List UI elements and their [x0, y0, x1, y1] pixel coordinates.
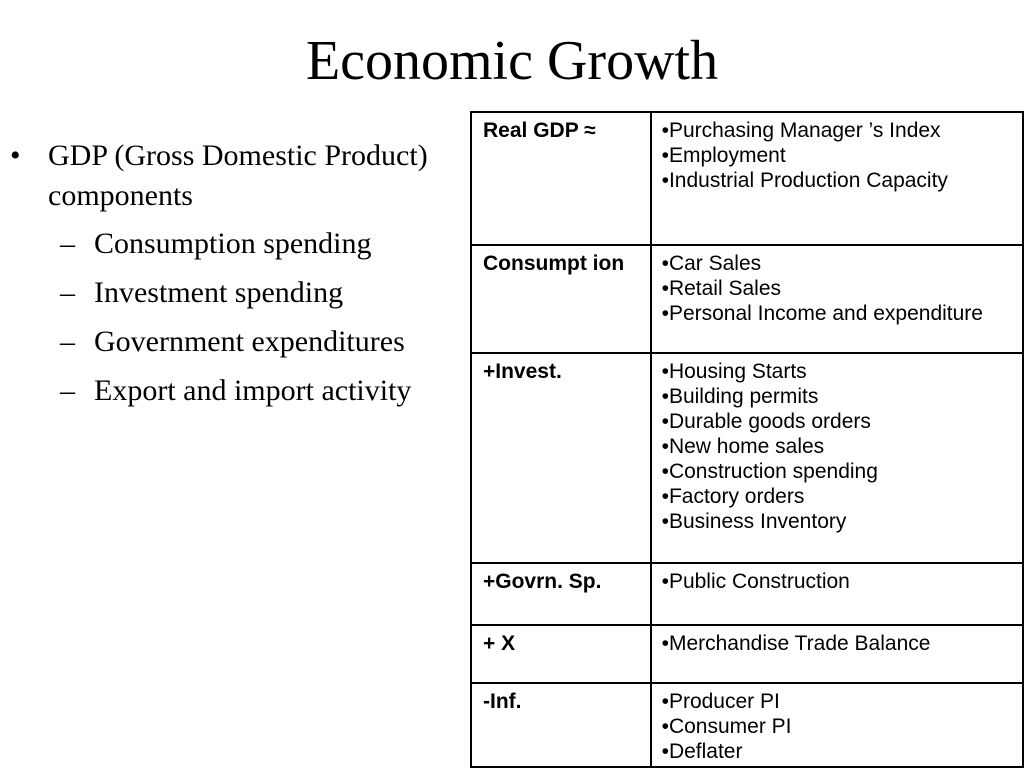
- indicator-item: •Housing Starts: [661, 360, 807, 383]
- indicator-item: •Public Construction: [661, 570, 850, 593]
- category-cell: -Inf.: [470, 682, 652, 768]
- indicator-item: •Deflater: [661, 740, 743, 763]
- indicator-item: •Durable goods orders: [661, 410, 871, 433]
- indicator-table: Real GDP ≈ •Purchasing Manager ’s Index …: [470, 111, 1024, 768]
- dash-marker: –: [60, 276, 75, 309]
- sub-bullet-export-import: – Export and import activity: [8, 371, 428, 411]
- sub-bullet-government: – Government expenditures: [8, 322, 428, 362]
- category-cell: Consumpt ion: [470, 244, 652, 354]
- indicator-cell: •Public Construction: [649, 562, 1024, 626]
- dash-marker: –: [60, 374, 75, 407]
- indicator-item: •New home sales: [661, 435, 825, 458]
- table-row: + X •Merchandise Trade Balance: [470, 624, 1024, 684]
- indicator-item: •Merchandise Trade Balance: [661, 632, 931, 655]
- table-row: Real GDP ≈ •Purchasing Manager ’s Index …: [470, 111, 1024, 246]
- indicator-item: •Car Sales: [661, 252, 762, 275]
- indicator-item: •Industrial Production Capacity: [661, 169, 948, 192]
- dash-marker: –: [60, 325, 75, 358]
- indicator-cell: •Producer PI •Consumer PI •Deflater: [649, 682, 1024, 768]
- bullet-list: • GDP (Gross Domestic Product) component…: [8, 136, 428, 420]
- sub-bullet-text: Consumption spending: [94, 227, 372, 260]
- indicator-item: •Factory orders: [661, 485, 805, 508]
- sub-bullet-investment: – Investment spending: [8, 273, 428, 313]
- dash-marker: –: [60, 227, 75, 260]
- category-cell: +Govrn. Sp.: [470, 562, 652, 626]
- sub-bullet-text: Government expenditures: [94, 325, 405, 358]
- indicator-item: •Consumer PI: [661, 715, 792, 738]
- indicator-item: •Producer PI: [661, 690, 780, 713]
- bullet-marker: •: [10, 139, 21, 172]
- indicator-item: •Construction spending: [661, 460, 878, 483]
- indicator-item: •Business Inventory: [661, 510, 847, 533]
- slide-title: Economic Growth: [305, 30, 719, 92]
- indicator-item: •Employment: [661, 144, 786, 167]
- sub-bullet-text: Export and import activity: [94, 374, 412, 407]
- indicator-item: •Building permits: [661, 385, 819, 408]
- indicator-item: •Personal Income and expenditure: [661, 302, 983, 325]
- bullet-gdp-components: • GDP (Gross Domestic Product) component…: [8, 136, 428, 216]
- indicator-item: •Retail Sales: [661, 277, 782, 300]
- sub-bullet-text: Investment spending: [94, 276, 344, 309]
- category-cell: Real GDP ≈: [470, 111, 652, 246]
- category-cell: +Invest.: [470, 352, 652, 564]
- indicator-cell: •Merchandise Trade Balance: [649, 624, 1024, 684]
- indicator-cell: •Car Sales •Retail Sales •Personal Incom…: [649, 244, 1024, 354]
- category-cell: + X: [470, 624, 652, 684]
- indicator-item: •Purchasing Manager ’s Index: [661, 119, 941, 142]
- table-row: +Govrn. Sp. •Public Construction: [470, 562, 1024, 626]
- indicator-cell: •Purchasing Manager ’s Index •Employment…: [649, 111, 1024, 246]
- sub-bullet-consumption: – Consumption spending: [8, 224, 428, 264]
- table-row: +Invest. •Housing Starts •Building permi…: [470, 352, 1024, 564]
- indicator-cell: •Housing Starts •Building permits •Durab…: [649, 352, 1024, 564]
- table-row: Consumpt ion •Car Sales •Retail Sales •P…: [470, 244, 1024, 354]
- bullet-text: GDP (Gross Domestic Product) components: [48, 139, 428, 212]
- table-row: -Inf. •Producer PI •Consumer PI •Deflate…: [470, 682, 1024, 768]
